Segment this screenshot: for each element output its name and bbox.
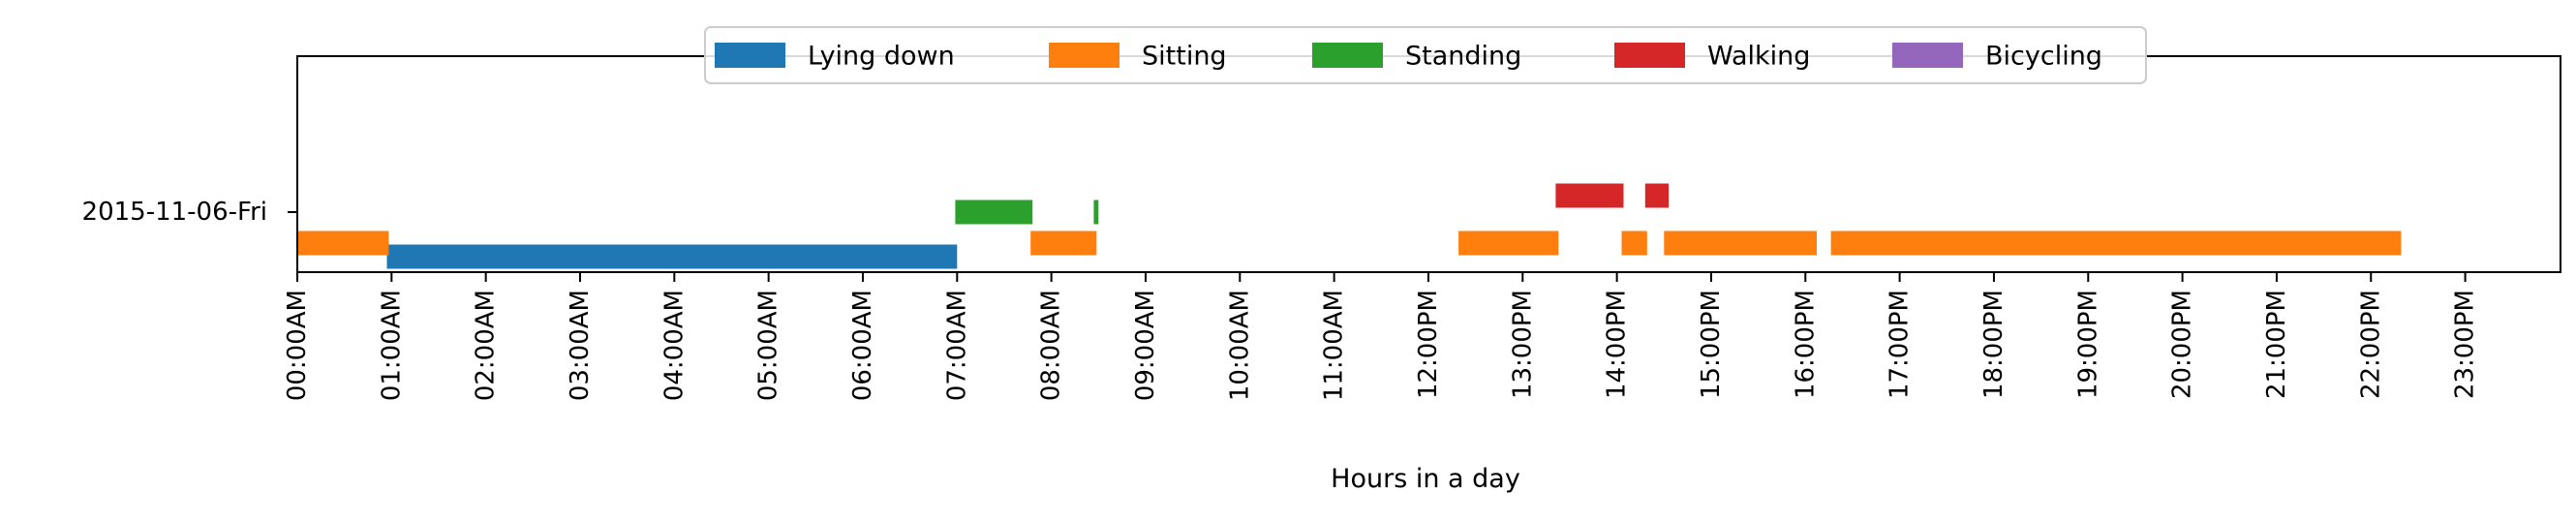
legend-swatch-standing	[1312, 43, 1383, 68]
legend-label: Walking	[1707, 42, 1810, 72]
legend-swatch-sitting	[1049, 43, 1119, 68]
bar-walking-1	[1644, 183, 1670, 208]
legend-label: Sitting	[1142, 42, 1227, 72]
x-tick-label: 22:00PM	[2356, 290, 2385, 399]
x-tick-label: 14:00PM	[1603, 290, 1632, 399]
bar-sitting-1	[1030, 231, 1097, 256]
x-tick-label: 07:00AM	[942, 290, 971, 401]
legend-swatch-lying-down	[715, 43, 785, 68]
x-tick-label: 19:00PM	[2073, 290, 2102, 399]
x-tick-label: 16:00PM	[1791, 290, 1820, 399]
legend-swatch-bicycling	[1892, 43, 1963, 68]
x-axis: 00:00AM 01:00AM 02:00AM 03:00AM 04:00AM 05:00…	[283, 272, 2480, 401]
x-tick-label: 06:00AM	[848, 290, 877, 401]
legend-swatch-walking	[1614, 43, 1685, 68]
bar-sitting-2	[1458, 231, 1559, 256]
x-tick-label: 17:00PM	[1886, 290, 1915, 399]
bar-sitting-4	[1664, 231, 1817, 256]
x-tick-label: 01:00AM	[377, 290, 406, 401]
legend-label: Lying down	[808, 42, 955, 72]
x-tick-label: 02:00AM	[472, 290, 501, 401]
x-tick-label: 03:00AM	[566, 290, 595, 401]
x-tick-label: 13:00PM	[1508, 290, 1537, 399]
bar-standing-0	[955, 200, 1033, 225]
x-tick-label: 05:00AM	[754, 290, 783, 401]
bar-standing-1	[1093, 200, 1099, 225]
x-tick-label: 08:00AM	[1037, 290, 1066, 401]
x-axis-title: Hours in a day	[1331, 464, 1520, 494]
x-tick-label: 21:00PM	[2262, 290, 2291, 399]
x-tick-label: 12:00PM	[1414, 290, 1443, 399]
legend: Lying down Sitting Standing Walking Bicyclin…	[704, 26, 2147, 84]
x-tick-label: 18:00PM	[1979, 290, 2009, 399]
legend-label: Bicycling	[1985, 42, 2102, 72]
x-tick-label: 00:00AM	[283, 290, 312, 401]
y-tick-label: 2015-11-06-Fri	[82, 198, 267, 227]
bar-sitting-3	[1621, 231, 1647, 256]
x-tick-label: 11:00AM	[1320, 290, 1349, 401]
x-tick-label: 23:00PM	[2451, 290, 2480, 399]
legend-label: Standing	[1405, 42, 1521, 72]
y-axis: 2015-11-06-Fri	[82, 198, 297, 227]
x-tick-label: 04:00AM	[659, 290, 689, 401]
bar-sitting-5	[1830, 231, 2402, 256]
bar-lying-down-0	[386, 244, 958, 269]
x-tick-label: 20:00PM	[2168, 290, 2197, 399]
legend-frame	[704, 26, 2147, 84]
x-tick-label: 10:00AM	[1225, 290, 1254, 401]
bar-walking-0	[1555, 183, 1624, 208]
bar-sitting-0	[297, 231, 389, 256]
x-tick-label: 09:00AM	[1131, 290, 1160, 401]
x-tick-label: 15:00PM	[1697, 290, 1726, 399]
activity-bars	[297, 183, 2402, 269]
